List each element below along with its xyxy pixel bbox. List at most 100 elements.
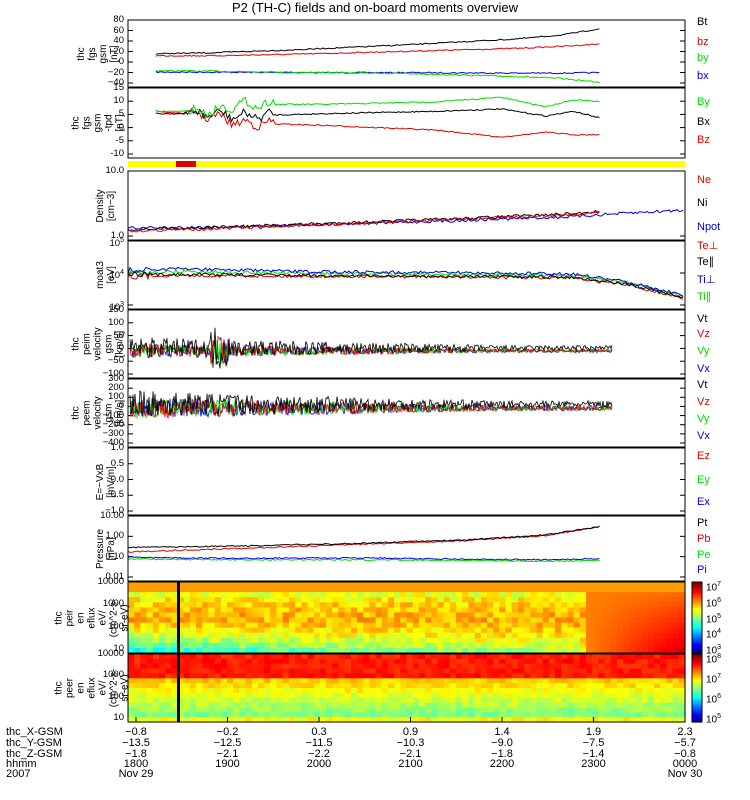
- spectrogram-cell: [567, 637, 575, 644]
- spectrogram-cell: [573, 597, 581, 603]
- spectrogram-cell: [177, 612, 185, 619]
- spectrogram-cell: [548, 668, 556, 675]
- spectrogram-cell: [276, 697, 284, 704]
- colorbar-segment: [692, 631, 702, 635]
- spectrogram-cell: [660, 622, 667, 629]
- spectrogram-cell: [319, 607, 327, 614]
- spectrogram-cell: [152, 717, 160, 723]
- spectrogram-cell: [548, 637, 556, 644]
- spectrogram-cell: [369, 602, 377, 608]
- spectrogram-cell: [623, 673, 630, 679]
- spectrogram-cell: [462, 637, 469, 644]
- spectrogram-cell: [245, 702, 253, 709]
- spectrogram-cell: [555, 712, 562, 718]
- spectrogram-cell: [530, 692, 538, 699]
- spectrogram-cell: [313, 707, 321, 713]
- spectrogram-cell: [202, 673, 210, 679]
- spectrogram-cell: [152, 587, 160, 593]
- spectrogram-cell: [443, 602, 451, 608]
- spectrogram-cell: [623, 622, 630, 629]
- spectrogram-cell: [412, 658, 420, 665]
- spectrogram-cell: [505, 673, 513, 679]
- spectrogram-cell: [555, 637, 562, 644]
- spectrogram-cell: [357, 702, 364, 709]
- spectrogram-cell: [387, 663, 395, 670]
- spectrogram-cell: [214, 658, 222, 665]
- spectrogram-cell: [233, 688, 240, 694]
- spectrogram-cell: [462, 632, 469, 639]
- spectrogram-cell: [561, 632, 568, 639]
- spectrogram-cell: [140, 602, 148, 608]
- spectrogram-cell: [474, 607, 482, 614]
- spectrogram-cell: [152, 607, 160, 614]
- spectrogram-cell: [536, 692, 544, 699]
- spectrogram-cell: [449, 678, 457, 684]
- spectrogram-cell: [400, 612, 408, 619]
- spectrogram-cell: [258, 697, 265, 704]
- spectrogram-cell: [641, 678, 649, 684]
- spectrogram-cell: [208, 673, 216, 679]
- spectrogram-cell: [542, 707, 550, 713]
- spectrogram-cell: [394, 592, 401, 598]
- spectrogram-cell: [412, 688, 420, 694]
- spectrogram-cell: [567, 707, 575, 713]
- spectrogram-cell: [307, 602, 315, 608]
- spectrogram-cell: [456, 692, 463, 699]
- spectrogram-cell: [493, 592, 500, 598]
- spectrogram-cell: [511, 647, 519, 654]
- colorbar-segment: [692, 656, 702, 660]
- spectrogram-cell: [418, 582, 426, 588]
- spectrogram-cell: [462, 627, 469, 634]
- spectrogram-cell: [412, 637, 420, 644]
- spectrogram-cell: [517, 702, 525, 709]
- spectrogram-cell: [666, 632, 674, 639]
- spectrogram-cell: [548, 627, 556, 634]
- spectrogram-cell: [493, 702, 500, 709]
- spectrogram-cell: [338, 637, 346, 644]
- spectrogram-cell: [251, 612, 259, 619]
- spectrogram-cell: [158, 658, 166, 665]
- spectrogram-cell: [146, 697, 154, 704]
- spectrogram-cell: [214, 673, 222, 679]
- spectrogram-cell: [437, 632, 445, 639]
- spectrogram-cell: [220, 707, 228, 713]
- spectrogram-cell: [357, 683, 364, 689]
- spectrogram-cell: [542, 592, 550, 598]
- spectrogram-cell: [233, 637, 240, 644]
- spectrogram-cell: [654, 607, 661, 614]
- spectrogram-cell: [134, 717, 141, 723]
- spectrogram-cell: [177, 688, 185, 694]
- spectrogram-cell: [586, 637, 593, 644]
- spectrogram-cell: [406, 692, 414, 699]
- spectrogram-cell: [586, 592, 593, 598]
- spectrogram-cell: [295, 717, 302, 723]
- spectrogram-cell: [319, 612, 327, 619]
- spectrogram-cell: [288, 582, 296, 588]
- ytick-label: 40: [113, 35, 124, 46]
- spectrogram-cell: [654, 692, 661, 699]
- spectrogram-cell: [264, 587, 271, 593]
- spectrogram-cell: [264, 582, 271, 588]
- spectrogram-cell: [666, 688, 674, 694]
- spectrogram-cell: [586, 683, 593, 689]
- spectrogram-cell: [425, 617, 432, 624]
- spectrogram-cell: [449, 673, 457, 679]
- spectrogram-cell: [610, 602, 618, 608]
- spectrogram-cell: [189, 582, 197, 588]
- spectrogram-cell: [604, 592, 612, 598]
- spectrogram-cell: [134, 637, 141, 644]
- spectrogram-cell: [400, 663, 408, 670]
- spectrogram-cell: [449, 688, 457, 694]
- spectrogram-cell: [332, 607, 339, 614]
- ylabel-line: thc: [70, 116, 82, 130]
- spectrogram-cell: [301, 692, 309, 699]
- spectrogram-cell: [270, 658, 278, 665]
- spectrogram-cell: [338, 707, 346, 713]
- spectrogram-cell: [592, 702, 599, 709]
- spectrogram-cell: [350, 642, 358, 649]
- spectrogram-cell: [629, 617, 637, 624]
- spectrogram-cell: [400, 627, 408, 634]
- spectrogram-cell: [548, 697, 556, 704]
- spectrogram-cell: [542, 617, 550, 624]
- spectrogram-cell: [146, 632, 154, 639]
